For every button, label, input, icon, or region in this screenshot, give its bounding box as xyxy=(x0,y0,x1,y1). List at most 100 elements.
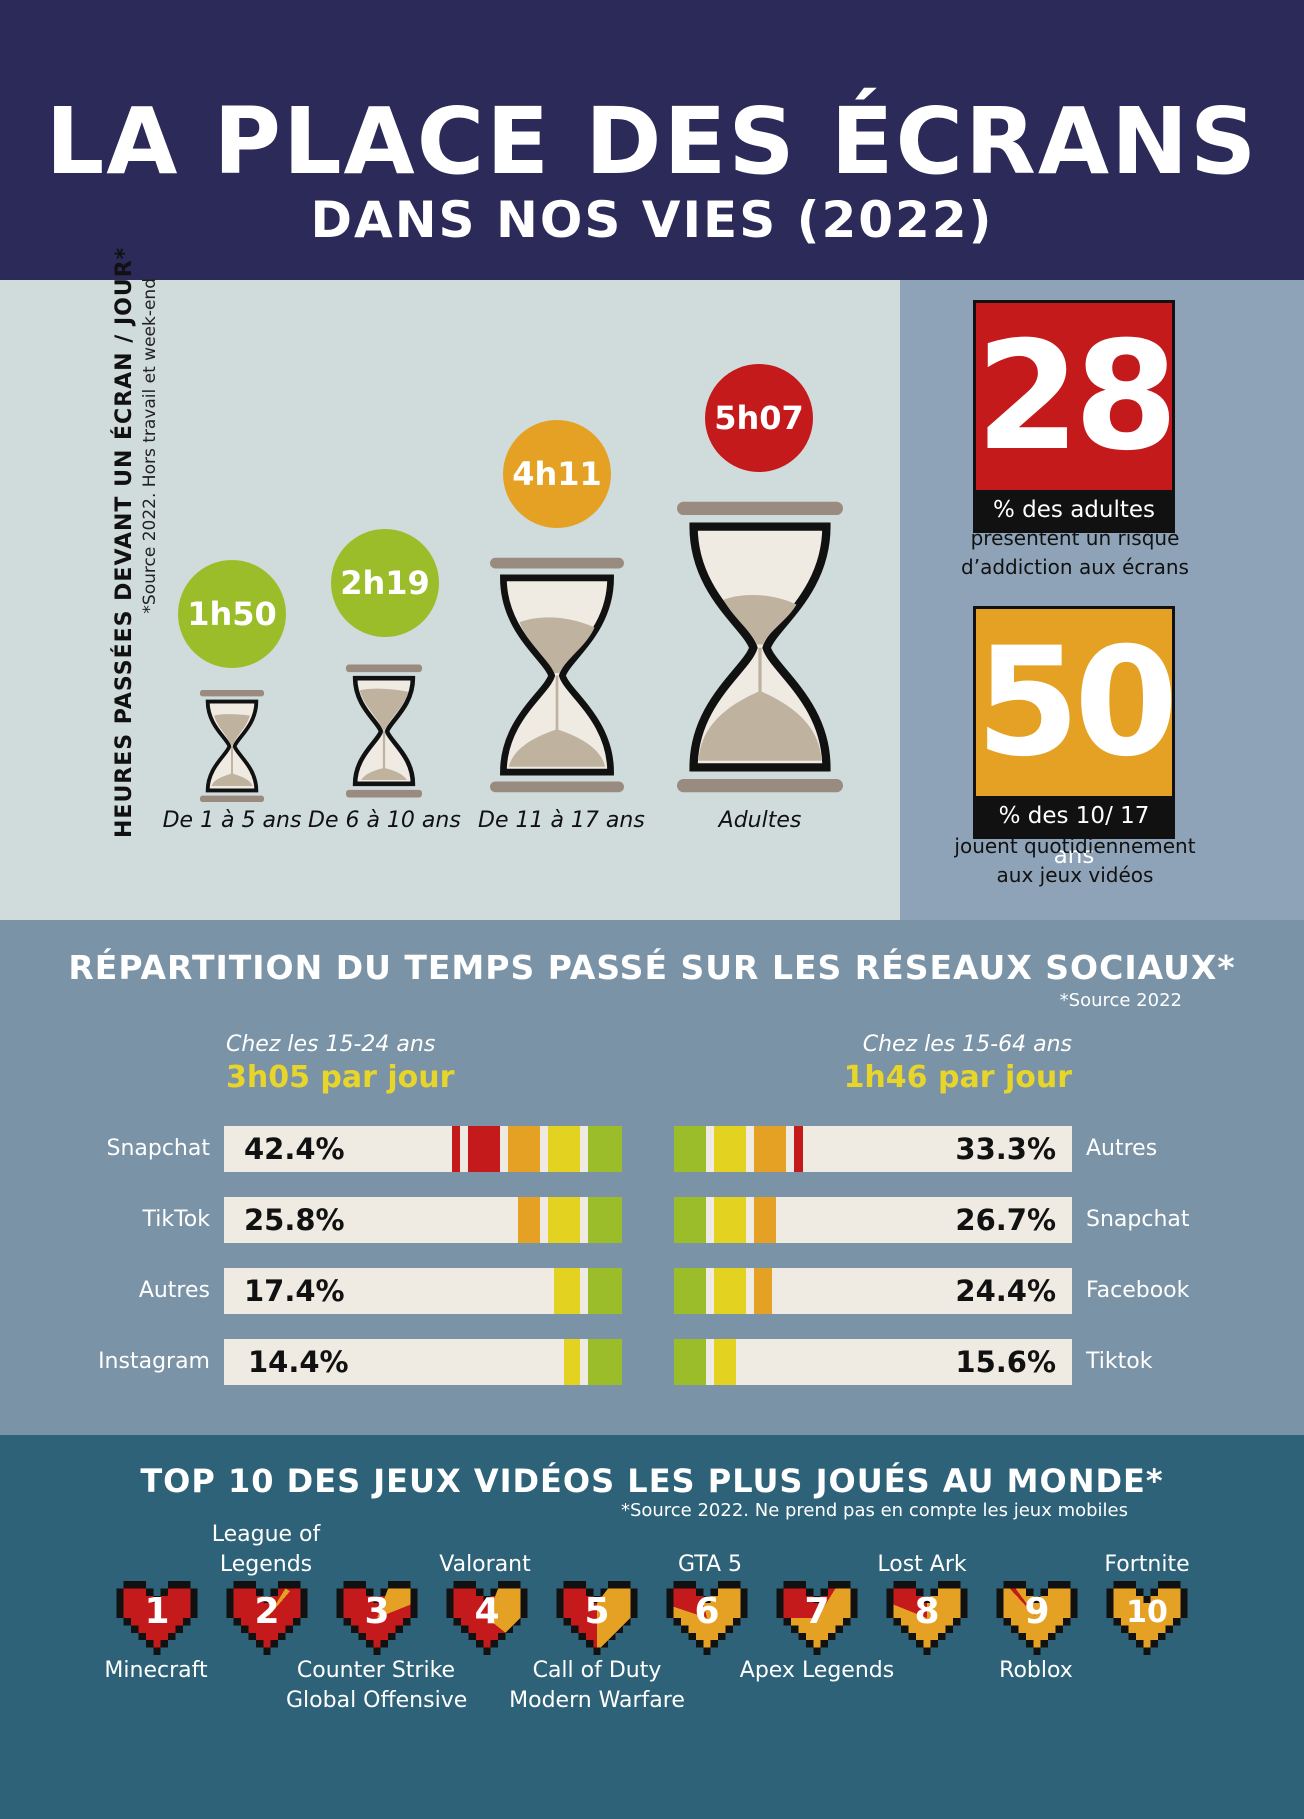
platform-label: Facebook xyxy=(1086,1278,1190,1303)
bar-track: 15.6% xyxy=(674,1339,1072,1385)
stat-box-adults: 28 % des adultes xyxy=(973,300,1178,533)
game-name: Apex Legends xyxy=(739,1658,895,1683)
rank-number: 9 xyxy=(1024,1591,1050,1632)
age-label: Adultes xyxy=(718,808,802,833)
bar-value: 15.6% xyxy=(955,1345,1056,1379)
bar-track: 26.7% xyxy=(674,1197,1072,1243)
platform-label: Snapchat xyxy=(106,1136,210,1161)
bar-segment xyxy=(754,1126,786,1172)
page-subtitle: DANS NOS VIES (2022) xyxy=(310,191,994,249)
game-name: Valorant xyxy=(439,1552,531,1577)
bar-track: 25.8% xyxy=(224,1197,622,1243)
bar-segment xyxy=(714,1268,746,1314)
platform-label: Instagram xyxy=(98,1349,210,1374)
bar-segment xyxy=(588,1197,622,1243)
bar-value: 14.4% xyxy=(248,1345,349,1379)
platform-label: Tiktok xyxy=(1086,1349,1153,1374)
game-name: Fortnite xyxy=(1104,1552,1190,1577)
game-name-line: Global Offensive xyxy=(286,1688,468,1713)
rank-number: 8 xyxy=(914,1591,940,1632)
heart-icon: 6 xyxy=(666,1581,748,1655)
bar-segment xyxy=(794,1126,803,1172)
bar-segment xyxy=(714,1197,746,1243)
game-name-lol: League of Legends xyxy=(196,1520,336,1580)
rank-number: 6 xyxy=(694,1591,720,1632)
stat-desc-line: d’addiction aux écrans xyxy=(961,555,1189,579)
rank-number: 4 xyxy=(474,1591,500,1632)
page-title: LA PLACE DES ÉCRANS xyxy=(45,88,1259,195)
heart-icon: 10 xyxy=(1106,1581,1188,1655)
game-name: Lost Ark xyxy=(877,1552,967,1577)
game-name-line: Legends xyxy=(219,1552,313,1577)
game-name: Roblox xyxy=(999,1658,1073,1683)
hourglass-icon xyxy=(346,664,422,798)
rank-number: 2 xyxy=(254,1591,280,1632)
value-bubble-adults: 5h07 xyxy=(705,364,813,472)
game-name-line: Call of Duty xyxy=(532,1658,662,1683)
heart-icon: 5 xyxy=(556,1581,638,1655)
bar-segment xyxy=(508,1126,540,1172)
age-label: De 6 à 10 ans xyxy=(308,808,461,833)
games-source: *Source 2022. Ne prend pas en compte les… xyxy=(620,1500,1128,1521)
bar-segment xyxy=(548,1126,580,1172)
left-group-label: Chez les 15-24 ans xyxy=(226,1032,436,1057)
y-axis-label: HEURES PASSÉES DEVANT UN ÉCRAN / JOUR* xyxy=(112,246,137,838)
stat-box-teens: 50 % des 10/ 17 ans xyxy=(973,606,1178,869)
heart-icon: 9 xyxy=(996,1581,1078,1655)
stat-caption: % des adultes xyxy=(976,490,1172,530)
heart-icon: 8 xyxy=(886,1581,968,1655)
bar-segment xyxy=(452,1126,460,1172)
bar-segment xyxy=(674,1268,706,1314)
stat-desc-line: jouent quotidiennement xyxy=(954,834,1196,858)
bar-segment xyxy=(588,1126,622,1172)
game-name-line: Counter Strike xyxy=(296,1658,456,1683)
platform-label: Autres xyxy=(1086,1136,1158,1161)
platform-label: Autres xyxy=(138,1278,210,1303)
stat-number: 50 xyxy=(976,609,1178,796)
stat-description: présentent un risque d’addiction aux écr… xyxy=(940,524,1210,582)
bar-value: 24.4% xyxy=(955,1274,1056,1308)
game-name-cod: Call of Duty Modern Warfare xyxy=(502,1656,692,1716)
bar-segment xyxy=(468,1126,500,1172)
stat-caption: % des 10/ 17 ans xyxy=(976,796,1172,869)
bar-track: 24.4% xyxy=(674,1268,1072,1314)
bar-track: 14.4% xyxy=(224,1339,622,1385)
stat-number: 28 xyxy=(976,303,1178,490)
bar-segment xyxy=(674,1339,706,1385)
value-bubble-11-17: 4h11 xyxy=(503,420,611,528)
bar-segment xyxy=(518,1197,540,1243)
stat-desc-line: présentent un risque xyxy=(970,526,1180,550)
game-name: Minecraft xyxy=(104,1658,208,1683)
heart-icon: 1 xyxy=(116,1581,198,1655)
games-title: TOP 10 DES JEUX VIDÉOS LES PLUS JOUÉS AU… xyxy=(140,1462,1164,1500)
platform-label: TikTok xyxy=(142,1207,210,1232)
bar-segment xyxy=(714,1126,746,1172)
game-name: GTA 5 xyxy=(677,1552,743,1577)
bar-track: 42.4% xyxy=(224,1126,622,1172)
bar-segment xyxy=(588,1268,622,1314)
value-bubble-6-10: 2h19 xyxy=(331,529,439,637)
heart-icon: 4 xyxy=(446,1581,528,1655)
age-label: De 11 à 17 ans xyxy=(478,808,645,833)
bar-value: 33.3% xyxy=(955,1132,1056,1166)
bar-value: 42.4% xyxy=(244,1132,345,1166)
heart-icon: 3 xyxy=(336,1581,418,1655)
value-bubble-1-5: 1h50 xyxy=(178,560,286,668)
social-title: RÉPARTITION DU TEMPS PASSÉ SUR LES RÉSEA… xyxy=(68,948,1236,987)
y-axis-source: *Source 2022. Hors travail et week-end xyxy=(140,278,160,614)
hourglass-icon xyxy=(490,557,624,793)
social-source: *Source 2022 xyxy=(1059,990,1182,1011)
game-name-cs: Counter Strike Global Offensive xyxy=(286,1656,468,1716)
bar-segment xyxy=(674,1126,706,1172)
rank-number: 10 xyxy=(1126,1595,1168,1630)
rank-number: 3 xyxy=(364,1591,390,1632)
games-panel xyxy=(0,1435,1304,1819)
bar-segment xyxy=(554,1268,580,1314)
heart-icon: 2 xyxy=(226,1581,308,1655)
bar-value: 26.7% xyxy=(955,1203,1056,1237)
bar-segment xyxy=(674,1197,706,1243)
stat-description: jouent quotidiennement aux jeux vidéos xyxy=(940,832,1210,890)
hourglass-icon xyxy=(677,501,843,793)
right-group-value: 1h46 par jour xyxy=(843,1060,1072,1095)
rank-number: 5 xyxy=(584,1591,610,1632)
